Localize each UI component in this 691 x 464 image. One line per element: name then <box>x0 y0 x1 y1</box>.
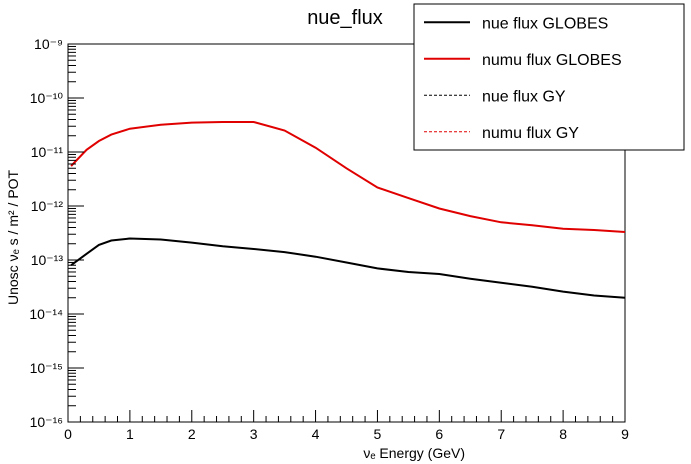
x-tick-label: 0 <box>64 426 72 442</box>
plot-frame <box>67 43 626 423</box>
legend-box <box>413 3 685 151</box>
y-tick-label: 10⁻¹⁶ <box>30 414 63 430</box>
y-tick-label: 10⁻¹⁴ <box>29 306 63 322</box>
series-line-3 <box>70 237 626 299</box>
x-axis: 0 1 2 3 4 5 6 7 8 9 <box>64 410 629 442</box>
y-tick-label: 10⁻¹² <box>31 198 64 214</box>
y-axis: 10⁻¹⁶ 10⁻¹⁵ 10⁻¹⁴ 10⁻¹³ 10⁻¹² 10⁻¹¹ 10⁻¹⁰ 10⁻⁹ <box>29 36 84 430</box>
x-tick-label: 5 <box>374 426 382 442</box>
y-axis-label: Unosc νₑ s / m² / POT <box>5 169 21 305</box>
legend-label-3: nue flux GY <box>482 88 566 105</box>
series-group <box>70 121 626 299</box>
y-tick-label: 10⁻⁹ <box>34 36 63 52</box>
x-tick-label: 1 <box>126 426 134 442</box>
legend-label-2: numu flux GLOBES <box>482 52 622 69</box>
x-tick-label: 6 <box>435 426 443 442</box>
x-tick-label: 3 <box>250 426 258 442</box>
x-tick-label: 7 <box>497 426 505 442</box>
legend: nue flux GLOBES numu flux GLOBES nue flux … <box>413 3 685 151</box>
series-line-4 <box>70 121 626 233</box>
y-tick-label: 10⁻¹⁵ <box>30 360 63 376</box>
y-tick-label: 10⁻¹⁰ <box>30 90 64 106</box>
legend-label-1: nue flux GLOBES <box>482 15 608 32</box>
series-line-1 <box>70 237 626 299</box>
x-tick-label: 4 <box>312 426 320 442</box>
y-tick-label: 10⁻¹³ <box>31 252 64 268</box>
x-tick-label: 8 <box>559 426 567 442</box>
chart-title: nue_flux <box>307 7 383 29</box>
plot-area <box>67 43 626 423</box>
x-tick-label: 9 <box>621 426 629 442</box>
x-tick-label: 2 <box>188 426 196 442</box>
x-axis-label: νₑ Energy (GeV) <box>363 445 465 461</box>
legend-label-4: numu flux GY <box>482 125 579 142</box>
y-tick-label: 10⁻¹¹ <box>31 144 64 160</box>
